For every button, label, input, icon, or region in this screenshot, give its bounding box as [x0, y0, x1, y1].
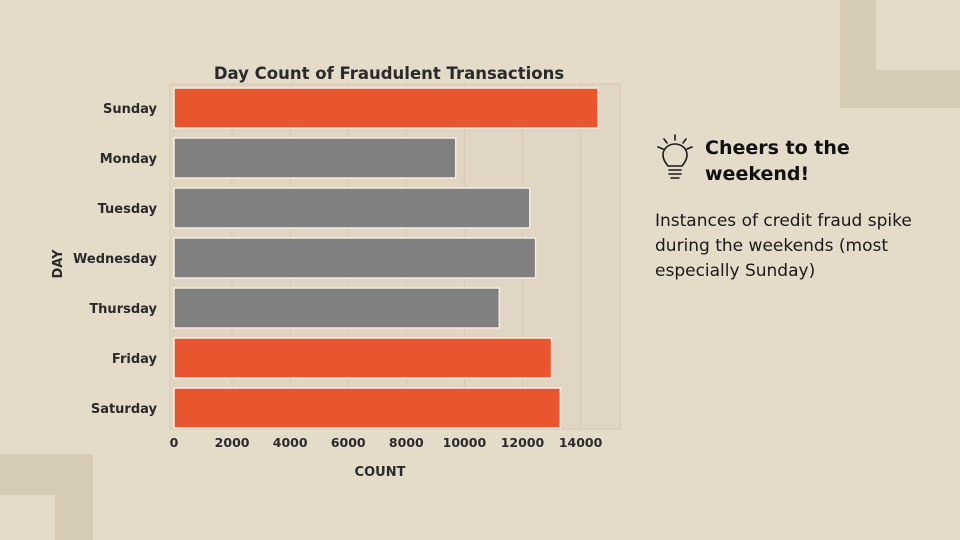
x-tick-label: 10000: [443, 435, 487, 450]
category-label-wednesday: Wednesday: [73, 252, 157, 267]
bar-friday: [173, 337, 553, 379]
x-tick-label: 4000: [273, 435, 308, 450]
bar-tuesday: [173, 187, 531, 229]
category-label-sunday: Sunday: [103, 102, 158, 117]
category-label-monday: Monday: [100, 152, 158, 167]
bar-chart: Day Count of Fraudulent Transactions Sun…: [51, 64, 621, 480]
x-tick-label: 6000: [331, 435, 366, 450]
callout-title: Cheers to the weekend!: [705, 137, 850, 185]
x-axis-title: COUNT: [355, 465, 406, 480]
x-tick-label: 2000: [215, 435, 250, 450]
bar-wednesday: [173, 237, 537, 279]
corner-decoration-bottom-left-inner: [0, 495, 55, 540]
bars: [173, 87, 599, 429]
category-label-friday: Friday: [112, 352, 158, 367]
category-label-thursday: Thursday: [89, 302, 157, 317]
category-label-saturday: Saturday: [91, 402, 158, 417]
x-tick-labels: 0 2000 4000 6000 8000 10000 12000 14000: [170, 435, 603, 450]
callout: Cheers to the weekend! Instances of cred…: [655, 133, 945, 284]
x-tick-label: 12000: [501, 435, 545, 450]
x-tick-label: 8000: [389, 435, 424, 450]
corner-decoration-top-right-inner: [876, 0, 960, 70]
bar-saturday: [173, 387, 561, 429]
lightbulb-icon: [655, 133, 695, 183]
chart-title: Day Count of Fraudulent Transactions: [214, 64, 564, 83]
x-tick-label: 0: [170, 435, 179, 450]
category-label-tuesday: Tuesday: [98, 202, 158, 217]
category-labels: Sunday Monday Tuesday Wednesday Thursday Frid…: [73, 102, 157, 417]
x-tick-label: 14000: [559, 435, 603, 450]
callout-header: Cheers to the weekend!: [655, 133, 945, 187]
bar-monday: [173, 137, 457, 179]
y-axis-title: DAY: [51, 249, 66, 279]
callout-body: Instances of credit fraud spike during t…: [655, 211, 912, 281]
bar-thursday: [173, 287, 501, 329]
bar-sunday: [173, 87, 599, 129]
